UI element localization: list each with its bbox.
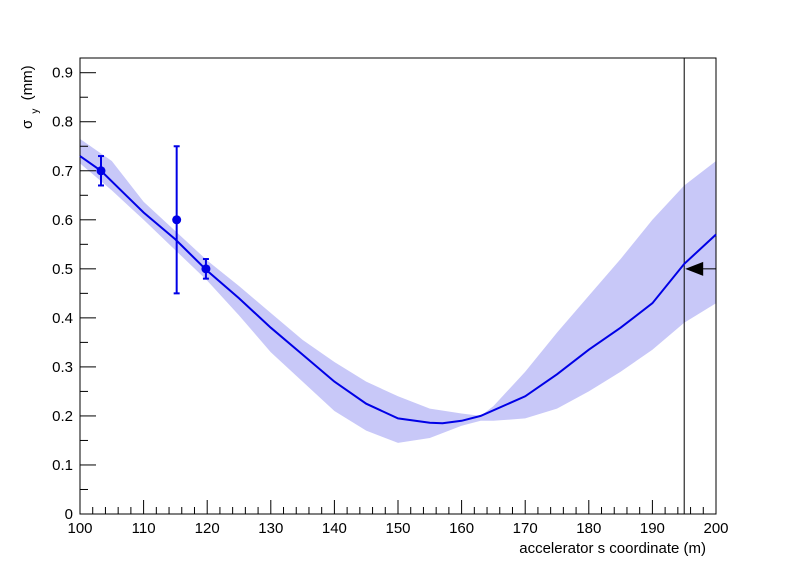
x-tick-label: 190 <box>640 520 665 537</box>
y-axis-title: σ y (mm) <box>19 65 42 129</box>
y-tick-label: 0.3 <box>52 359 73 376</box>
x-tick-label: 180 <box>576 520 601 537</box>
data-point-marker <box>201 264 211 274</box>
error-band <box>80 138 716 443</box>
x-tick-label: 160 <box>449 520 474 537</box>
y-tick-label: 0.2 <box>52 408 73 425</box>
data-point-marker <box>96 166 106 176</box>
error-band-layer <box>80 138 716 443</box>
x-tick-label: 200 <box>703 520 728 537</box>
y-tick-label: 0.4 <box>52 310 73 327</box>
y-tick-label: 0.6 <box>52 212 73 229</box>
fit-line <box>79 155 717 425</box>
x-axis-ticks: 100 110 120 130 140 150 160 170 180 190 200 <box>67 500 729 537</box>
x-tick-label: 170 <box>513 520 538 537</box>
data-point-marker <box>172 215 182 225</box>
y-tick-label: 0.9 <box>52 65 73 82</box>
y-tick-label: 0.5 <box>52 261 73 278</box>
data-point-layer <box>96 145 211 295</box>
y-axis-ticks: 0 0.1 0.2 0.3 0.4 0.5 0.6 0.7 0.8 0.9 <box>52 65 96 523</box>
y-tick-label: 0.1 <box>52 457 73 474</box>
y-axis-subscript: y <box>30 109 41 114</box>
measurement-point-3 <box>201 258 211 280</box>
x-axis-title: accelerator s coordinate (m) <box>519 540 706 557</box>
measurement-point-2 <box>172 145 182 295</box>
measurement-point-1 <box>96 155 106 187</box>
x-tick-label: 140 <box>322 520 347 537</box>
x-tick-label: 150 <box>385 520 410 537</box>
y-axis-symbol: σ <box>19 119 36 129</box>
x-tick-label: 100 <box>67 520 92 537</box>
x-tick-label: 130 <box>258 520 283 537</box>
arrow-head-icon <box>685 261 704 276</box>
y-tick-label: 0 <box>65 506 73 523</box>
fit-line-layer <box>79 155 717 425</box>
x-tick-label: 110 <box>132 520 156 537</box>
y-tick-label: 0.8 <box>52 114 73 131</box>
y-tick-label: 0.7 <box>52 163 73 180</box>
annotation-layer <box>683 58 716 514</box>
x-tick-label: 120 <box>195 520 220 537</box>
y-axis-unit: (mm) <box>19 65 36 100</box>
